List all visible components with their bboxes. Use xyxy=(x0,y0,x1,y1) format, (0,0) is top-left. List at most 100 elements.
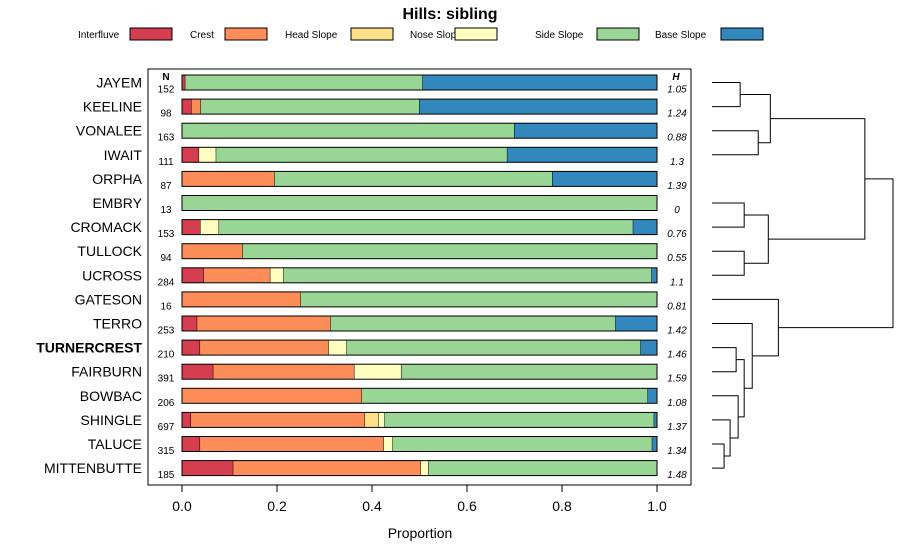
legend-label-3: Nose Slope xyxy=(410,30,462,41)
h-value: 1.05 xyxy=(667,85,687,96)
legend-label-2: Head Slope xyxy=(285,30,338,41)
bar-segment-side-slope xyxy=(242,243,658,259)
bar-segment-nose-slope xyxy=(199,147,217,163)
bar-segment-base-slope xyxy=(633,219,657,235)
bar-segment-base-slope xyxy=(640,340,657,356)
x-axis-title: Proportion xyxy=(388,525,453,541)
bar-segment-interfluve xyxy=(182,436,201,452)
h-value: 0.81 xyxy=(667,301,686,312)
dendrogram-branch xyxy=(768,118,866,240)
bar-segment-crest xyxy=(233,460,421,476)
h-value: 1.1 xyxy=(670,277,684,288)
bar-outline xyxy=(181,98,658,115)
row-label: TULLOCK xyxy=(77,243,142,259)
bar-segment-nose-slope xyxy=(420,460,429,476)
bar-segment-side-slope xyxy=(392,436,653,452)
bar-segment-side-slope xyxy=(182,195,657,211)
bar-segment-nose-slope xyxy=(200,219,220,235)
bar-segment-nose-slope xyxy=(383,436,393,452)
bar-outline xyxy=(181,219,658,236)
x-tick-label: 0.0 xyxy=(172,498,192,514)
bar-outline xyxy=(181,411,658,428)
bar-outline xyxy=(181,387,658,404)
n-value: 185 xyxy=(158,470,175,481)
h-value: 1.24 xyxy=(667,109,687,120)
bar-segment-interfluve xyxy=(182,75,186,90)
dendrogram-branch xyxy=(712,347,737,373)
bar-segment-nose-slope xyxy=(354,364,402,380)
h-value: 1.39 xyxy=(667,181,687,192)
bar-outline xyxy=(181,195,658,211)
row-label: GATESON xyxy=(75,291,142,307)
row-label: CROMACK xyxy=(70,219,142,235)
row-label: VONALEE xyxy=(76,123,142,139)
bar-segment-side-slope xyxy=(216,147,508,163)
legend-swatch-3 xyxy=(454,27,498,41)
legend-swatch-4 xyxy=(596,27,640,41)
bar-segment-crest xyxy=(213,364,355,380)
h-value: 1.3 xyxy=(670,157,684,168)
bar-segment-crest xyxy=(191,412,365,428)
n-value: 94 xyxy=(160,253,172,264)
bar-segment-interfluve xyxy=(182,364,214,380)
bar-outline xyxy=(181,74,658,91)
bar-segment-crest xyxy=(182,388,363,404)
bar-segment-interfluve xyxy=(182,316,198,331)
bar-segment-base-slope xyxy=(615,316,657,331)
bar-segment-interfluve xyxy=(182,460,234,476)
n-value: 111 xyxy=(158,157,174,168)
bar-segment-base-slope xyxy=(507,147,657,163)
n-value: 315 xyxy=(158,446,175,457)
dendrogram-branch xyxy=(712,202,745,228)
bar-segment-interfluve xyxy=(182,147,200,163)
bar-segment-crest xyxy=(197,316,331,331)
bar-segment-base-slope xyxy=(651,267,657,283)
bar-outline xyxy=(181,363,658,380)
n-value: 697 xyxy=(158,422,175,433)
n-value: 391 xyxy=(158,374,175,385)
n-value: 253 xyxy=(158,326,175,337)
h-value: 0 xyxy=(674,205,680,216)
n-value: 163 xyxy=(158,133,175,144)
bar-segment-side-slope xyxy=(384,412,655,428)
bar-segment-side-slope xyxy=(185,75,423,90)
bar-segment-side-slope xyxy=(362,388,648,404)
row-label: TALUCE xyxy=(88,436,142,452)
legend: Interfluve Crest Head Slope Nose Slope Side … xyxy=(78,27,764,41)
dendrogram-branch xyxy=(712,82,741,108)
row-label: MITTENBUTTE xyxy=(44,460,142,476)
legend-label-1: Crest xyxy=(190,30,214,41)
bar-segment-side-slope xyxy=(219,219,634,235)
bar-outline xyxy=(181,460,658,477)
x-tick-label: 1.0 xyxy=(647,498,667,514)
n-value: 13 xyxy=(160,205,172,216)
legend-label-0: Interfluve xyxy=(78,30,120,41)
row-label: EMBRY xyxy=(92,195,142,211)
bar-segment-crest xyxy=(182,243,243,259)
bar-segment-side-slope xyxy=(283,267,652,283)
h-value: 0.55 xyxy=(667,253,687,264)
bar-outline xyxy=(181,339,658,356)
bar-segment-head-slope xyxy=(364,412,379,428)
legend-swatch-5 xyxy=(720,27,764,41)
n-value: 98 xyxy=(160,109,172,120)
row-label: FAIRBURN xyxy=(71,364,142,380)
row-label: IWAIT xyxy=(104,147,143,163)
chart-title: Hills: sibling xyxy=(402,6,497,23)
bar-outline xyxy=(181,243,658,260)
h-value: 1.59 xyxy=(667,374,687,385)
h-value: 1.08 xyxy=(667,398,687,409)
dendrogram-branch xyxy=(712,250,745,276)
bar-segment-side-slope xyxy=(401,364,657,380)
bar-segment-crest xyxy=(182,291,301,307)
bar-segment-base-slope xyxy=(419,99,657,115)
n-value: 210 xyxy=(158,350,175,361)
bar-outline xyxy=(181,291,658,308)
bar-segment-interfluve xyxy=(182,412,192,428)
bar-rows: JAYEM 152 1.05 KEELINE 98 1.24 VONALEE 163 0.88 I… xyxy=(36,74,687,481)
h-value: 1.42 xyxy=(667,326,687,337)
n-value: 153 xyxy=(158,229,175,240)
bar-segment-base-slope xyxy=(514,123,657,139)
bar-segment-base-slope xyxy=(647,388,657,404)
h-value: 0.88 xyxy=(667,133,687,144)
